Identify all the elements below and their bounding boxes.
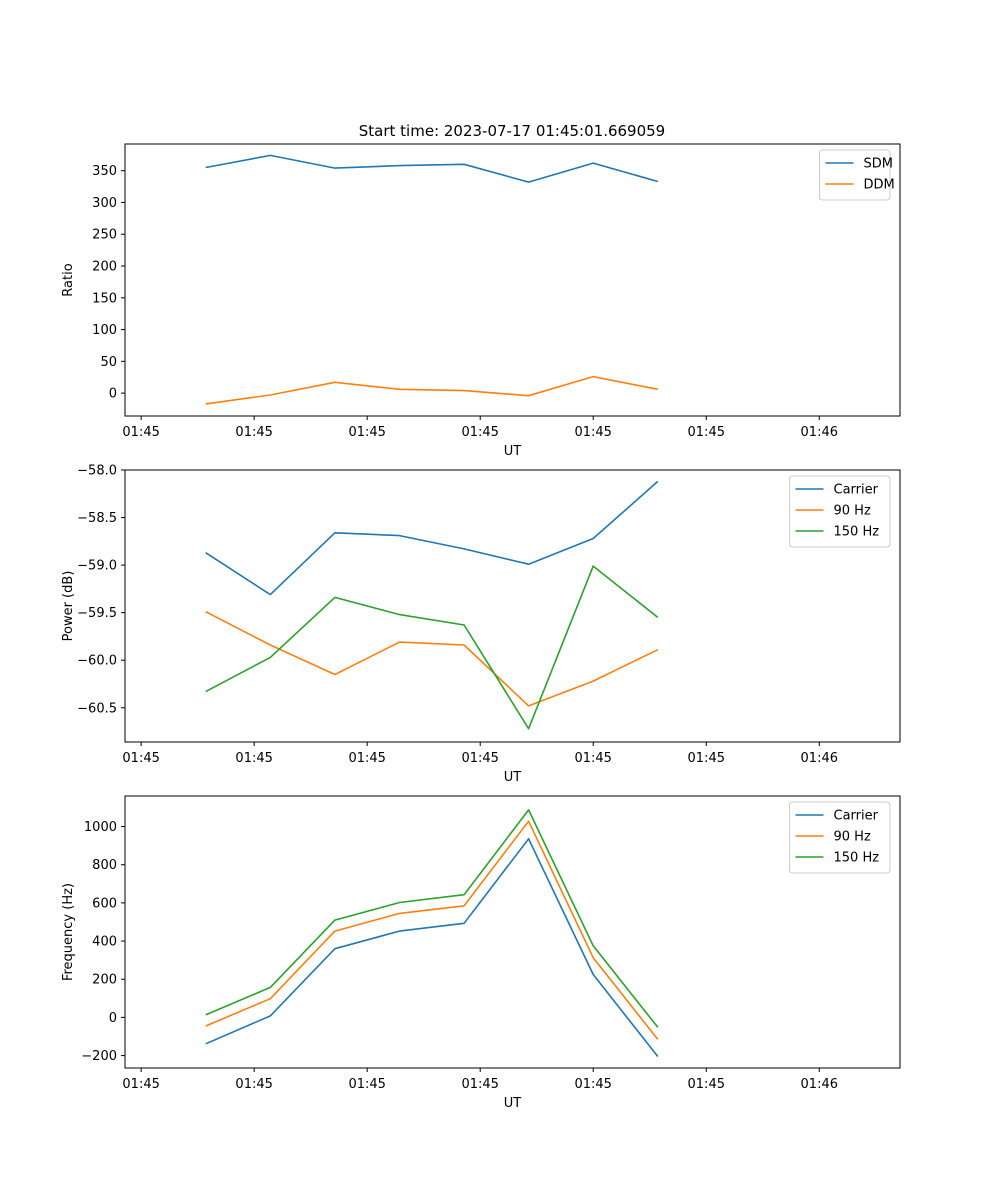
y-tick-label: −60.0	[77, 654, 117, 669]
series-line-ddm	[205, 375, 658, 405]
x-tick-label: 01:45	[122, 1077, 159, 1092]
y-tick-label: 200	[92, 973, 117, 988]
x-tick-label: 01:45	[574, 425, 611, 440]
x-tick-label: 01:45	[235, 425, 272, 440]
axes-frame	[124, 143, 901, 417]
legend-label: Carrier	[834, 809, 879, 824]
y-tick-label: 400	[92, 935, 117, 950]
x-tick-label: 01:46	[801, 1077, 838, 1092]
x-tick-label: 01:45	[235, 1077, 272, 1092]
y-tick-label: −200	[81, 1049, 117, 1064]
x-tick-label: 01:45	[688, 751, 725, 766]
legend-label: SDM	[864, 157, 893, 172]
series-line-90-hz	[205, 820, 659, 1040]
y-tick-label: 200	[92, 260, 117, 275]
x-tick-label: 01:45	[574, 1077, 611, 1092]
y-tick-label: −58.0	[77, 464, 117, 479]
x-tick-label: 01:45	[461, 425, 498, 440]
x-axis-label: UT	[504, 1096, 522, 1111]
y-tick-label: 150	[92, 291, 117, 306]
legend-label: Carrier	[834, 483, 879, 498]
legend-label: 90 Hz	[834, 830, 871, 845]
x-tick-label: 01:45	[348, 751, 385, 766]
x-axis-label: UT	[504, 444, 522, 459]
x-tick-label: 01:45	[122, 751, 159, 766]
series-line-carrier	[205, 837, 659, 1057]
legend-label: 150 Hz	[834, 525, 880, 540]
y-tick-label: 100	[92, 323, 117, 338]
ratio-panel: 01:45 01:45 01:45 01:45 01:45 01:45 01:46 0 50 10…	[61, 143, 901, 459]
axes-frame	[124, 795, 901, 1069]
y-tick-label: −59.0	[77, 559, 117, 574]
axes-frame	[124, 469, 901, 743]
y-tick-label: 1000	[84, 820, 117, 835]
series-line-150-hz	[205, 809, 659, 1028]
y-axis-label: Ratio	[61, 263, 76, 296]
legend	[789, 475, 891, 548]
y-tick-label: 800	[92, 858, 117, 873]
y-tick-label: −59.5	[77, 606, 117, 621]
x-tick-label: 01:46	[801, 751, 838, 766]
series-line-carrier	[205, 480, 659, 596]
x-tick-label: 01:45	[348, 425, 385, 440]
x-tick-label: 01:45	[574, 751, 611, 766]
x-tick-label: 01:45	[688, 1077, 725, 1092]
y-tick-label: 600	[92, 896, 117, 911]
x-tick-label: 01:45	[461, 751, 498, 766]
y-tick-label: 50	[100, 355, 117, 370]
y-axis-label: Frequency (Hz)	[61, 883, 76, 981]
x-tick-label: 01:46	[801, 425, 838, 440]
legend	[789, 801, 891, 874]
y-tick-label: 250	[92, 228, 117, 243]
series-line-90-hz	[205, 610, 659, 707]
y-tick-label: 0	[109, 387, 117, 402]
y-tick-label: −58.5	[77, 511, 117, 526]
x-tick-label: 01:45	[235, 751, 272, 766]
power-panel: 01:45 01:45 01:45 01:45 01:45 01:45 01:46 −60.5…	[61, 464, 901, 785]
y-tick-label: −60.5	[77, 701, 117, 716]
series-line-sdm	[205, 154, 659, 183]
legend-label: DDM	[864, 178, 895, 193]
frequency-panel: 01:45 01:45 01:45 01:45 01:45 01:45 01:46 −200 0…	[61, 795, 901, 1111]
y-axis-label: Power (dB)	[61, 571, 76, 642]
y-tick-label: 350	[92, 164, 117, 179]
x-tick-label: 01:45	[461, 1077, 498, 1092]
y-tick-label: 0	[109, 1011, 117, 1026]
x-tick-label: 01:45	[688, 425, 725, 440]
x-tick-label: 01:45	[348, 1077, 385, 1092]
series-line-150-hz	[205, 565, 659, 730]
y-tick-label: 300	[92, 196, 117, 211]
x-axis-label: UT	[504, 770, 522, 785]
legend-label: 90 Hz	[834, 504, 871, 519]
figure-title: Start time: 2023-07-17 01:45:01.669059	[359, 122, 665, 140]
x-tick-label: 01:45	[122, 425, 159, 440]
legend-label: 150 Hz	[834, 851, 880, 866]
